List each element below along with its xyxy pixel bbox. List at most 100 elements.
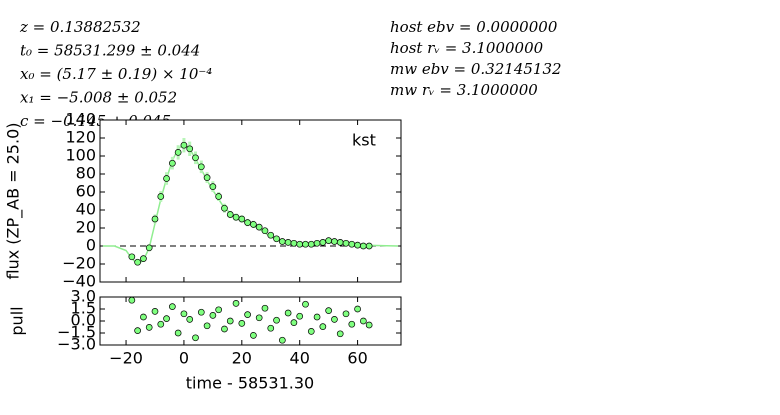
y-tick-label: 80 — [76, 164, 96, 183]
data-point — [331, 238, 338, 245]
y-tick-label: 100 — [65, 146, 96, 165]
data-point — [226, 317, 234, 325]
data-point — [261, 304, 269, 312]
data-point — [209, 183, 217, 190]
data-point — [267, 231, 275, 239]
x-tick-label: 60 — [347, 349, 367, 368]
data-point — [145, 324, 153, 331]
data-point — [342, 310, 350, 318]
data-point — [336, 239, 344, 246]
y-tick-label: 1.5 — [71, 299, 96, 318]
data-point — [180, 141, 188, 149]
data-point — [250, 332, 257, 339]
y-tick-label: −40 — [62, 272, 96, 291]
data-point — [325, 307, 332, 314]
data-point — [331, 316, 338, 323]
data-point — [157, 320, 165, 328]
data-point — [284, 239, 292, 246]
data-point — [290, 319, 298, 326]
fit-annotation: host ebv = 0.0000000 — [390, 18, 558, 36]
data-point — [255, 314, 263, 322]
y-tick-label: 20 — [76, 218, 96, 237]
y-tick-label: −20 — [62, 254, 96, 273]
data-point — [261, 227, 269, 235]
axes-border — [99, 119, 402, 283]
data-point — [273, 316, 280, 324]
data-point — [145, 244, 153, 252]
data-point — [360, 242, 367, 250]
data-point — [221, 325, 228, 333]
data-point — [296, 312, 304, 320]
data-point — [140, 313, 147, 321]
y-tick-label: 40 — [76, 200, 96, 219]
y-tick-label: 0.0 — [71, 311, 96, 330]
data-point — [365, 321, 373, 329]
data-point — [354, 305, 361, 313]
data-point — [244, 219, 251, 226]
data-point — [244, 311, 251, 318]
fit-annotation: host rᵥ = 3.1000000 — [390, 39, 544, 57]
data-point — [140, 255, 147, 262]
data-point — [302, 300, 309, 308]
data-point — [151, 215, 159, 223]
data-point — [290, 239, 298, 247]
axes-border — [99, 296, 402, 346]
data-point — [302, 240, 309, 248]
x-tick-label: 20 — [232, 349, 252, 368]
data-point — [238, 320, 246, 327]
data-point — [134, 327, 141, 334]
data-point — [197, 163, 205, 171]
data-point — [215, 306, 223, 314]
axes-frame — [100, 297, 401, 345]
data-point — [342, 239, 350, 247]
data-point — [157, 193, 165, 200]
data-point — [163, 175, 170, 182]
data-point — [174, 329, 182, 337]
y-tick-label: −1.5 — [57, 323, 96, 342]
data-point — [197, 308, 205, 316]
data-point — [221, 204, 228, 212]
data-point — [307, 240, 315, 248]
y-axis-label: flux (ZP_AB = 25.0) — [4, 123, 24, 280]
data-point — [307, 328, 315, 335]
data-point — [336, 330, 344, 338]
data-point — [296, 240, 304, 248]
fit-annotation: z = 0.13882532 — [19, 18, 141, 36]
band-label: kst — [352, 131, 376, 150]
data-point — [192, 334, 199, 342]
data-point — [192, 154, 199, 162]
data-point — [273, 235, 280, 243]
data-point — [163, 315, 170, 322]
data-point — [313, 239, 321, 247]
fit-annotation: x₁ = −5.008 ± 0.052 — [20, 89, 177, 107]
data-point — [250, 221, 257, 228]
axes-frame — [100, 120, 401, 282]
data-point — [128, 296, 136, 304]
fit-annotation: mw ebv = 0.32145132 — [390, 60, 562, 78]
data-point — [354, 241, 361, 249]
data-point — [267, 324, 275, 332]
data-point — [313, 313, 321, 321]
data-point — [232, 213, 240, 221]
x-tick-label: 40 — [290, 349, 310, 368]
data-point — [238, 215, 246, 223]
y-tick-label: 140 — [65, 110, 96, 129]
y-tick-label: 60 — [76, 182, 96, 201]
y-tick-label: −3.0 — [57, 335, 96, 354]
data-point — [232, 300, 240, 307]
data-point — [319, 323, 327, 330]
y-tick-label: 3.0 — [71, 287, 96, 306]
y-tick-label: 0 — [86, 236, 96, 255]
data-point — [174, 149, 182, 156]
data-point — [203, 322, 211, 330]
data-point — [128, 253, 136, 261]
data-point — [134, 258, 141, 266]
data-point — [319, 239, 327, 246]
fit-annotation: x₀ = (5.17 ± 0.19) × 10⁻⁴ — [20, 65, 212, 83]
data-point — [169, 303, 176, 310]
data-point — [348, 320, 356, 328]
x-tick-label: −20 — [109, 349, 143, 368]
data-point — [215, 193, 223, 200]
x-axis-label: time - 58531.30 — [186, 374, 314, 393]
